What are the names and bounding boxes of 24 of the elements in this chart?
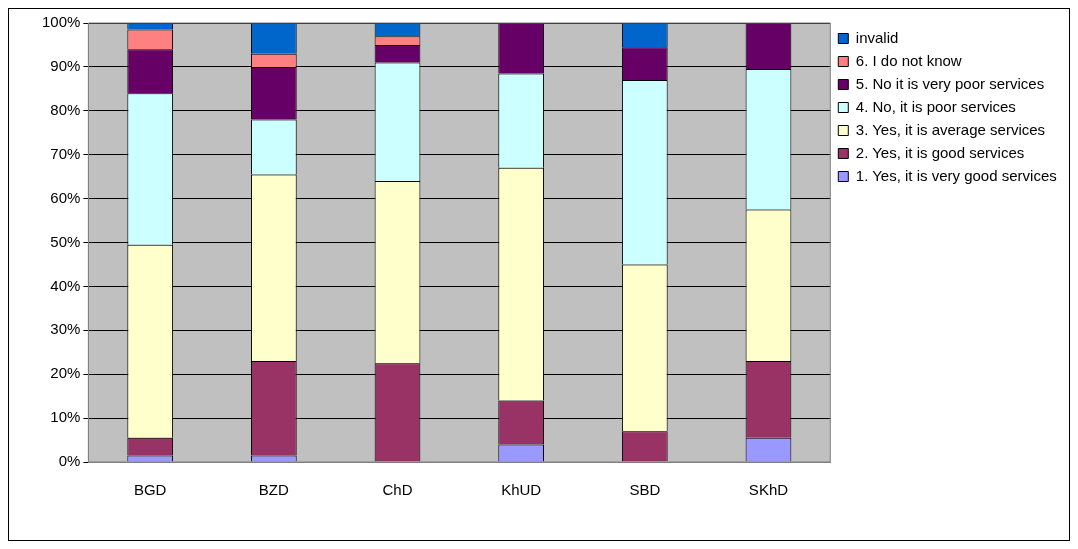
- legend-label: 6. I do not know: [855, 51, 962, 69]
- x-tick-label: BGD: [133, 481, 167, 499]
- legend-label: 1. Yes, it is very good services: [855, 166, 1057, 184]
- y-tick-label: 30%: [50, 320, 81, 338]
- y-tick-label: 60%: [50, 188, 81, 206]
- legend-label: 5. No it is very poor services: [855, 74, 1045, 92]
- legend-label: 2. Yes, it is good services: [855, 143, 1025, 161]
- y-tick-label: 70%: [50, 144, 81, 162]
- legend-label: 3. Yes, it is average services: [855, 120, 1046, 138]
- x-tick-label: KhUD: [501, 481, 542, 499]
- y-tick-label: 50%: [50, 232, 81, 250]
- legend-label: 4. No, it is poor services: [855, 97, 1016, 115]
- x-tick-label: BZD: [258, 481, 290, 499]
- y-tick-label: 80%: [50, 100, 81, 118]
- x-tick-label: ChD: [382, 481, 413, 499]
- y-tick-label: 100%: [41, 13, 81, 31]
- y-tick-label: 40%: [50, 276, 81, 294]
- y-tick-label: 20%: [50, 364, 81, 382]
- x-tick-label: SBD: [629, 481, 661, 499]
- y-tick-label: 90%: [50, 57, 81, 75]
- legend-label: invalid: [855, 28, 899, 46]
- x-tick-label: SKhD: [748, 481, 789, 499]
- y-tick-label: 10%: [50, 408, 81, 426]
- y-tick-label: 0%: [58, 452, 81, 470]
